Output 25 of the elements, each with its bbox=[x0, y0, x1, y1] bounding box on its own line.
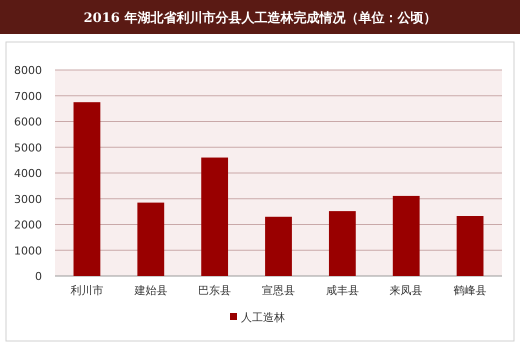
bar bbox=[392, 196, 420, 276]
y-tick-label: 0 bbox=[35, 270, 42, 283]
y-tick-label: 6000 bbox=[14, 116, 42, 128]
legend-label: 人工造林 bbox=[241, 311, 285, 324]
bar bbox=[74, 102, 100, 276]
x-tick-label: 咸丰县 bbox=[326, 284, 359, 297]
x-tick-label: 宣恩县 bbox=[262, 284, 295, 297]
y-tick-label: 2000 bbox=[14, 218, 42, 232]
chart-title: 2016 年湖北省利川市分县人工造林完成情况（单位：公顷） bbox=[84, 10, 436, 26]
y-tick-label: 4000 bbox=[14, 167, 42, 180]
y-tick-label: 3000 bbox=[14, 192, 42, 206]
bar bbox=[456, 216, 484, 276]
x-tick-label: 鹤峰县 bbox=[454, 284, 487, 297]
y-tick-label: 1000 bbox=[14, 244, 42, 258]
y-tick-label: 7000 bbox=[14, 90, 42, 103]
bar bbox=[265, 216, 292, 276]
y-tick-label: 5000 bbox=[14, 141, 42, 154]
x-tick-label: 建始县 bbox=[133, 284, 168, 297]
x-tick-label: 来凤县 bbox=[390, 284, 423, 297]
bar bbox=[328, 211, 356, 276]
x-tick-label: 巴东县 bbox=[198, 284, 232, 297]
y-tick-label: 8000 bbox=[14, 64, 42, 77]
bar bbox=[137, 202, 164, 276]
x-tick-label: 利川市 bbox=[70, 284, 104, 297]
bar bbox=[201, 158, 228, 276]
